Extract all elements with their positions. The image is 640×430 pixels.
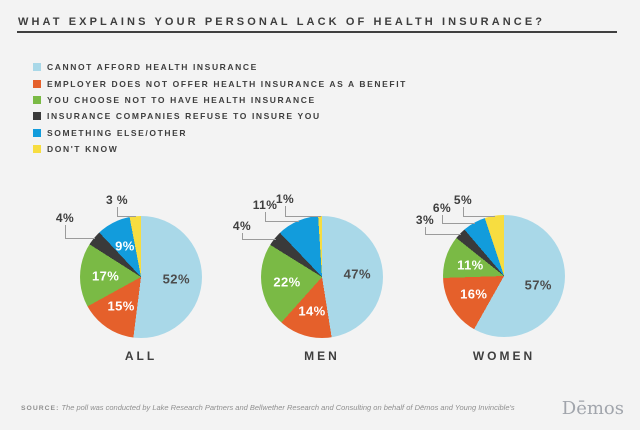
slice-label: 22%	[273, 274, 301, 290]
legend-label: EMPLOYER DOES NOT OFFER HEALTH INSURANCE…	[47, 78, 407, 89]
title-underline	[17, 31, 617, 33]
pie-chart-all	[80, 216, 202, 338]
slice-callout-label: 3 %	[106, 193, 128, 207]
callout-connector	[242, 233, 276, 240]
pie-chart-men	[261, 216, 383, 338]
callout-connector	[463, 207, 496, 217]
legend-swatch	[33, 95, 41, 104]
slice-label: 15%	[107, 298, 135, 314]
legend-item: EMPLOYER DOES NOT OFFER HEALTH INSURANCE…	[33, 75, 407, 91]
slice-label: 14%	[298, 303, 326, 319]
legend-swatch	[33, 112, 41, 121]
page-title: WHAT EXPLAINS YOUR PERSONAL LACK OF HEAL…	[18, 16, 546, 29]
legend-label: SOMETHING ELSE/OTHER	[47, 127, 188, 138]
callout-connector	[442, 215, 476, 224]
source-label: SOURCE:	[21, 405, 60, 412]
source-text: The poll was conducted by Lake Research …	[61, 403, 515, 412]
legend-label: YOU CHOOSE NOT TO HAVE HEALTH INSURANCE	[47, 94, 316, 105]
slice-label: 9%	[115, 238, 135, 253]
legend-label: DON'T KNOW	[47, 144, 119, 155]
callout-connector	[425, 227, 462, 235]
slice-label: 11%	[457, 257, 484, 273]
slice-label: 17%	[91, 268, 120, 284]
callout-connector	[117, 207, 137, 218]
legend-swatch	[33, 128, 41, 137]
pie-group-label: WOMEN	[472, 349, 536, 363]
legend-swatch	[33, 79, 41, 88]
slice-callout-label: 1%	[275, 192, 295, 206]
legend-label: INSURANCE COMPANIES REFUSE TO INSURE YOU	[47, 111, 321, 122]
slice-callout-label: 5%	[453, 193, 473, 207]
callout-connector	[265, 212, 299, 223]
legend-item: INSURANCE COMPANIES REFUSE TO INSURE YOU	[33, 108, 407, 124]
legend-item: CANNOT AFFORD HEALTH INSURANCE	[33, 59, 407, 75]
slice-callout-label: 4%	[232, 219, 252, 233]
slice-callout-label: 11%	[252, 198, 278, 212]
legend-swatch	[33, 63, 41, 72]
slice-label: 52%	[162, 271, 190, 287]
slice-label: 16%	[460, 286, 488, 302]
legend-item: YOU CHOOSE NOT TO HAVE HEALTH INSURANCE	[33, 92, 407, 108]
legend: CANNOT AFFORD HEALTH INSURANCE EMPLOYER D…	[33, 59, 407, 157]
slice-label: 57%	[524, 277, 552, 293]
pie-group-label: MEN	[304, 349, 340, 363]
legend-item: SOMETHING ELSE/OTHER	[33, 125, 407, 141]
legend-label: CANNOT AFFORD HEALTH INSURANCE	[47, 62, 258, 73]
pie-chart-women	[443, 215, 565, 337]
slice-callout-label: 4%	[55, 211, 75, 225]
demos-logo: Dēmos	[561, 398, 624, 419]
slice-callout-label: 3%	[415, 213, 435, 227]
source-note: SOURCE: The poll was conducted by Lake R…	[21, 403, 561, 412]
legend-swatch	[33, 145, 41, 154]
callout-connector	[285, 206, 322, 217]
pie-group-label: ALL	[124, 349, 158, 363]
slice-label: 47%	[343, 266, 371, 282]
callout-connector	[65, 225, 95, 240]
legend-item: DON'T KNOW	[33, 141, 407, 157]
slice-callout-label: 6%	[432, 201, 452, 215]
